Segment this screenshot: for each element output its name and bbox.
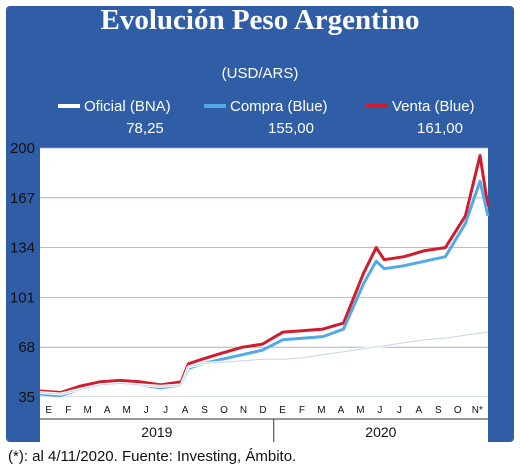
x-tick-label: A	[338, 405, 345, 416]
x-tick-label: M	[84, 405, 92, 416]
y-tick-label: 35	[18, 389, 35, 406]
x-tick-label: E	[45, 405, 52, 416]
legend: Oficial (BNA) 78,25 Compra (Blue) 155,00 Ven…	[58, 98, 475, 137]
plot-area	[40, 148, 488, 397]
legend-value: 161,00	[417, 120, 463, 137]
series-line-outline	[39, 331, 489, 395]
x-tick-label: A	[104, 405, 111, 416]
series-line	[39, 154, 490, 394]
x-year-label: 2019	[141, 424, 172, 440]
x-tick-label: M	[123, 405, 131, 416]
x-tick-label: N*	[472, 405, 483, 416]
x-tick-label: M	[317, 405, 325, 416]
legend-value: 78,25	[126, 120, 164, 137]
legend-label: Compra (Blue)	[230, 98, 328, 115]
x-tick-label: N	[240, 405, 247, 416]
y-tick-label: 101	[10, 289, 35, 306]
x-tick-label: D	[259, 405, 266, 416]
x-tick-label: F	[299, 405, 305, 416]
series-lines	[39, 154, 490, 397]
x-tick-label: J	[163, 405, 168, 416]
x-tick-label: F	[65, 405, 71, 416]
chart-subtitle: (USD/ARS)	[222, 65, 299, 82]
x-tick-label: A	[182, 405, 189, 416]
footer-note: (*): al 4/11/2020. Fuente: Investing, Ám…	[8, 448, 297, 465]
x-tick-label: A	[416, 405, 423, 416]
x-axis: E F M A M J J A S O N D E F M A M J J A S O N*2019 2020	[40, 405, 488, 442]
x-tick-label: O	[220, 405, 228, 416]
legend-value: 155,00	[268, 120, 314, 137]
y-tick-label: 68	[18, 339, 35, 356]
x-tick-label: S	[435, 405, 442, 416]
chart-title: Evolución Peso Argentino	[100, 4, 420, 36]
x-tick-label: O	[454, 405, 462, 416]
x-tick-label: J	[377, 405, 382, 416]
x-tick-label: M	[356, 405, 364, 416]
y-tick-label: 167	[10, 190, 35, 207]
legend-label: Venta (Blue)	[392, 98, 475, 115]
x-tick-label: J	[397, 405, 402, 416]
x-tick-label: E	[279, 405, 286, 416]
x-tick-label: J	[144, 405, 149, 416]
y-axis: 35 68 101 134 167 200	[10, 140, 35, 406]
y-tick-label: 134	[10, 240, 35, 257]
x-year-label: 2020	[365, 424, 396, 440]
y-tick-label: 200	[10, 140, 35, 157]
x-tick-label: S	[201, 405, 208, 416]
legend-label: Oficial (BNA)	[84, 98, 171, 115]
